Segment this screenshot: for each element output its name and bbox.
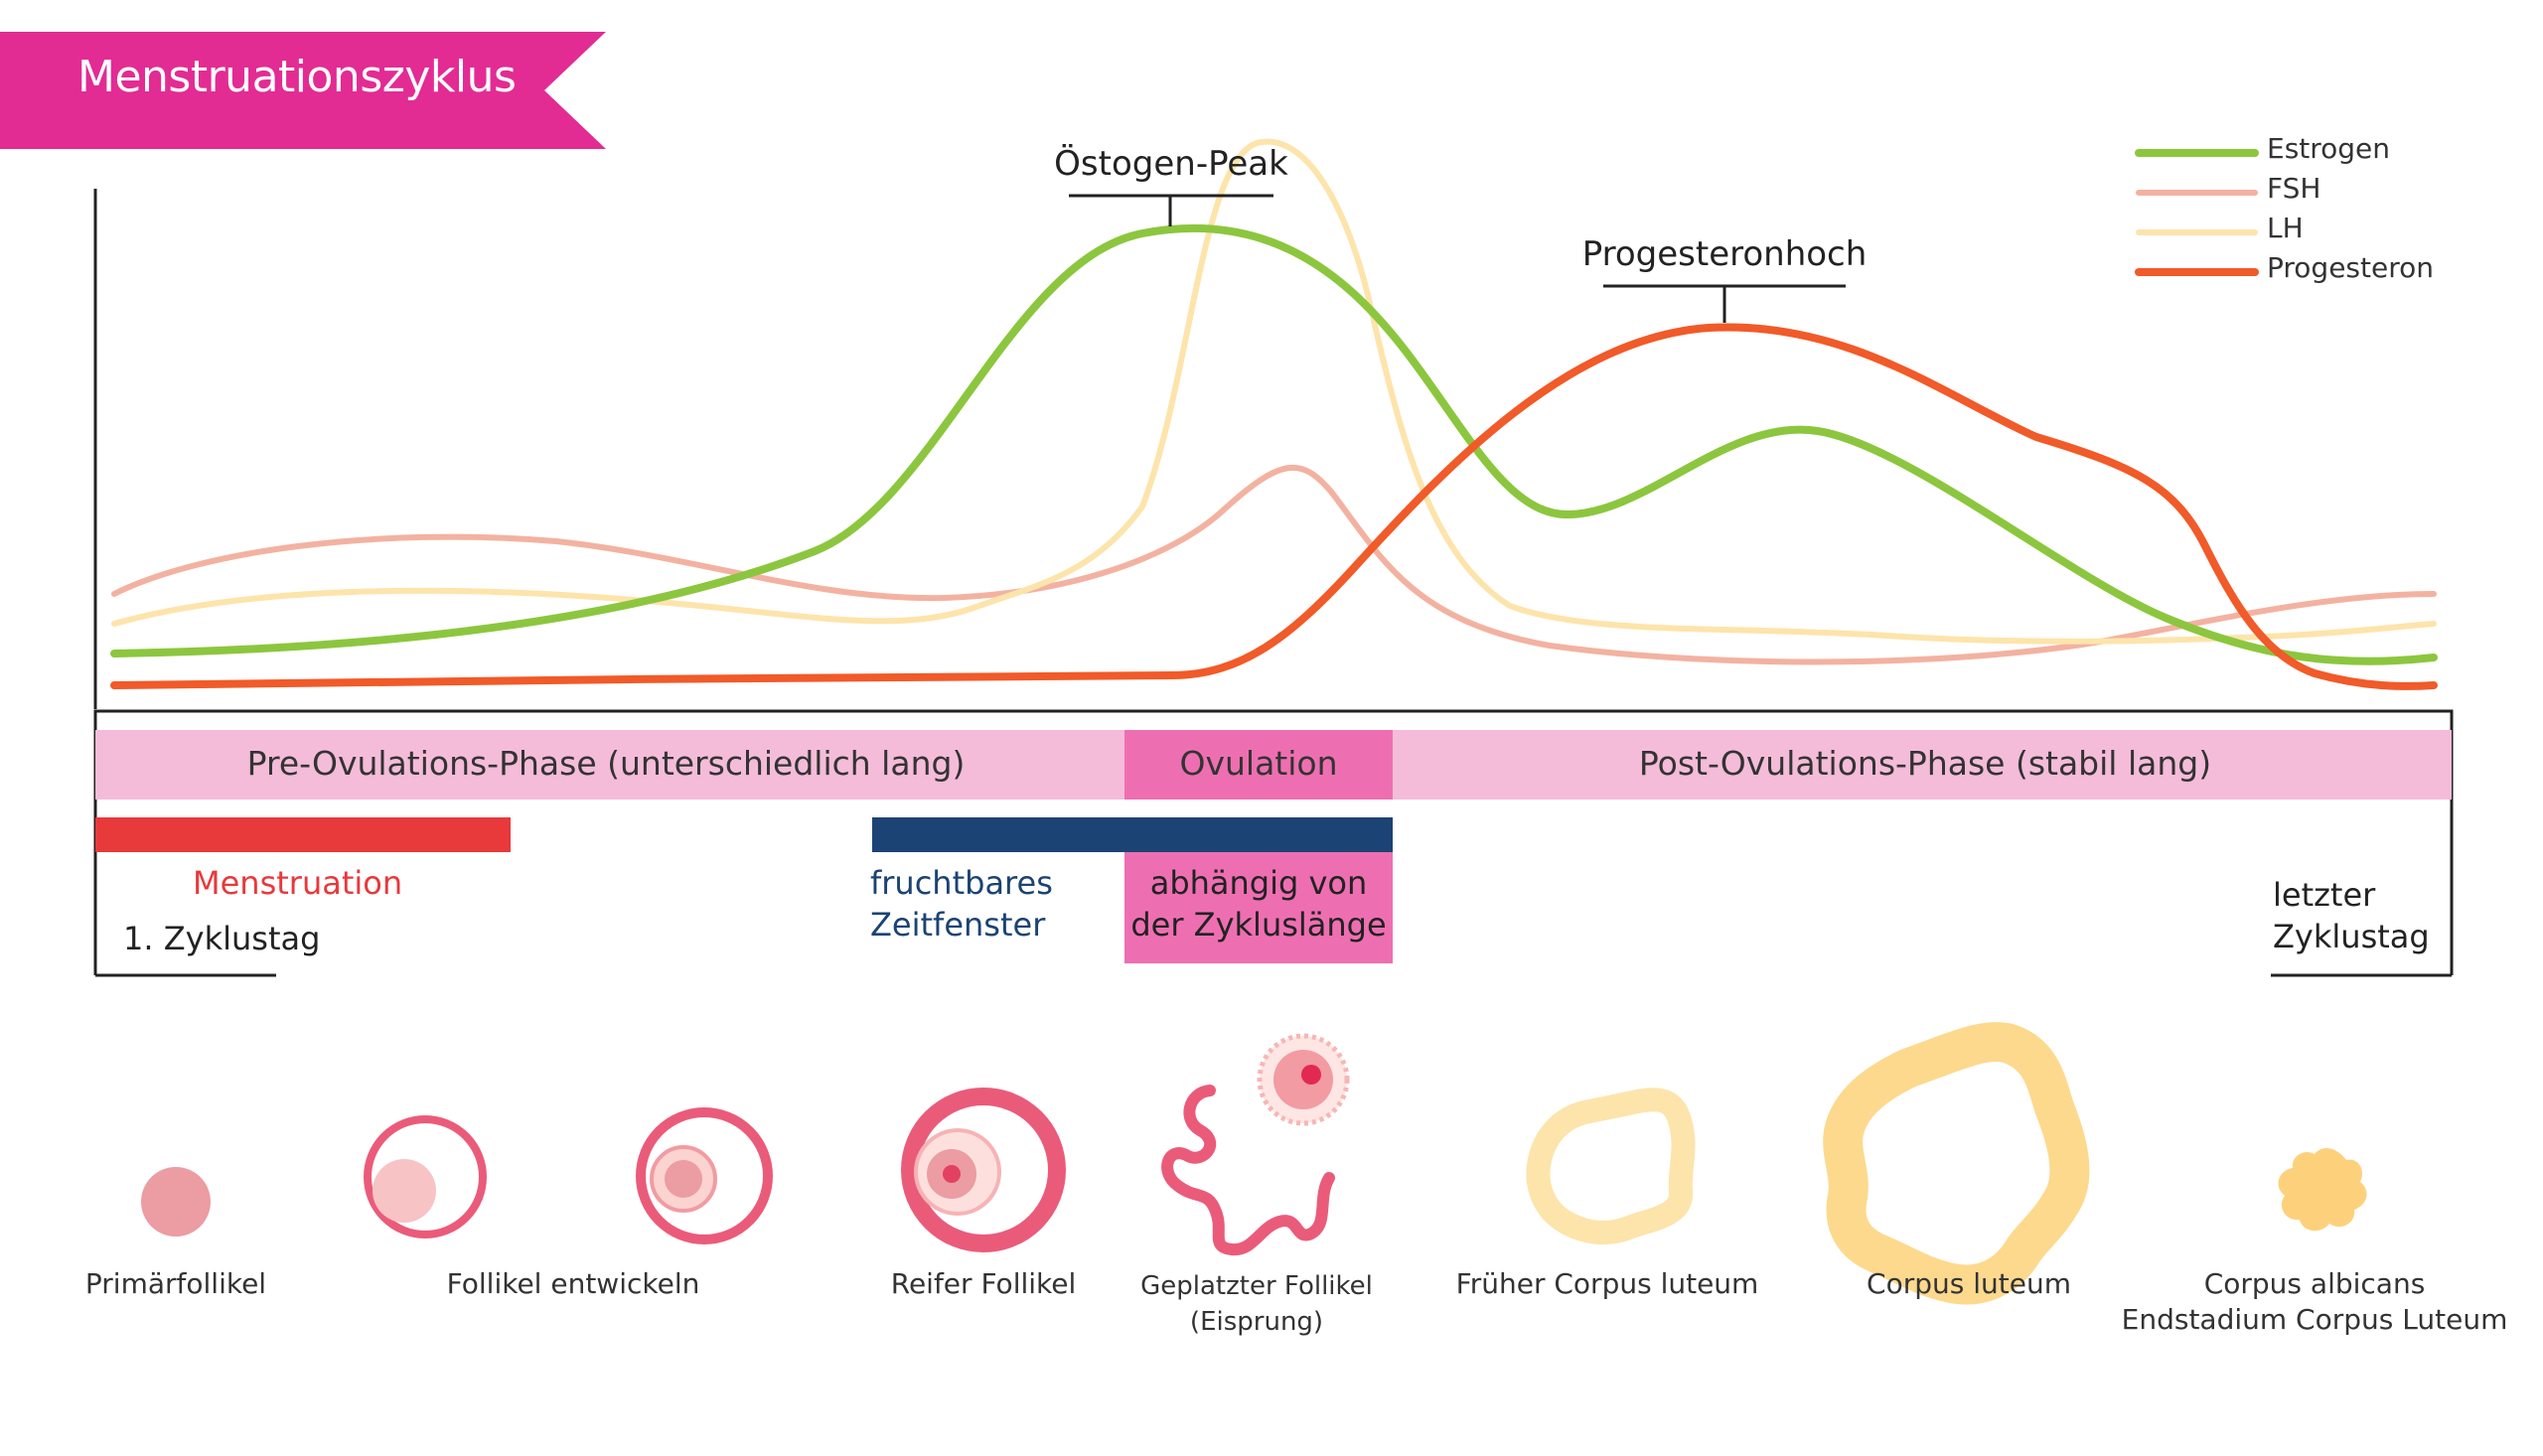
title-banner (0, 32, 606, 149)
legend-label-lh: LH (2267, 212, 2304, 244)
stage-caption-primary-follicle: Primärfollikel (84, 1267, 267, 1300)
pre-ovulation-phase-bar (95, 730, 1124, 800)
developing-follicle-icon (364, 1115, 487, 1238)
stage-caption-corpus-luteum: Corpus luteum (1867, 1267, 2071, 1300)
estrogen-curve (110, 223, 2438, 665)
last-day-label-line1: letzter (2273, 876, 2376, 914)
pre-ovulation-phase-label: Pre-Ovulations-Phase (unterschiedlich la… (246, 744, 966, 783)
ovulation-phase-label: Ovulation (1179, 744, 1338, 783)
progesteron-curve (110, 323, 2438, 690)
ovulation-bar (1124, 730, 1393, 800)
stage-caption-early-corpus-luteum: Früher Corpus luteum (1455, 1267, 1759, 1300)
post-ovulation-phase-bar (1393, 730, 2452, 800)
ruptured-follicle-icon (1161, 1033, 1350, 1256)
last-day-label-line2: Zyklustag (2273, 918, 2430, 955)
corpus-albicans-icon (2278, 1147, 2367, 1232)
fertile-window-label-line2: Zeitfenster (870, 906, 1046, 944)
page-title: Menstruationszyklus (77, 52, 517, 102)
legend-label-estrogen: Estrogen (2267, 132, 2391, 165)
first-day-label: 1. Zyklustag (123, 920, 321, 957)
ovulation-note-line1: abhängig von (1149, 864, 1368, 902)
developing-follicle-icon (636, 1107, 773, 1244)
stage-caption-mature-follicle: Reifer Follikel (890, 1267, 1077, 1300)
primary-follicle-icon (141, 1167, 211, 1237)
stage-caption-corpus-albicans-line2: Endstadium Corpus Luteum (2121, 1303, 2508, 1336)
estrogen-peak-label: Östogen-Peak (1054, 144, 1288, 184)
mature-follicle-icon (901, 1088, 1066, 1252)
menstruation-label: Menstruation (193, 864, 403, 902)
post-ovulation-phase-label: Post-Ovulations-Phase (stabil lang) (1638, 744, 2212, 783)
estrogen-peak-marker (1069, 194, 1273, 226)
lh-curve (111, 138, 2437, 645)
progesteron-peak-label: Progesteronhoch (1581, 234, 1868, 274)
early-corpus-luteum-icon (1526, 1088, 1696, 1245)
legend-label-fsh: FSH (2267, 172, 2321, 205)
fertile-window-label-line1: fruchtbares (870, 864, 1053, 902)
fsh-curve (111, 464, 2437, 665)
corpus-luteum-icon (1823, 1022, 2090, 1305)
ovulation-note-box (1124, 852, 1393, 963)
fertile-window-bar (872, 817, 1393, 852)
menstruation-bar (95, 817, 511, 852)
stage-caption-ruptured-follicle-line1: Geplatzter Follikel (1140, 1271, 1373, 1301)
stage-caption-developing-follicles: Follikel entwickeln (446, 1267, 700, 1300)
progesteron-peak-marker (1603, 284, 1846, 323)
stage-caption-corpus-albicans-line1: Corpus albicans (2203, 1267, 2426, 1300)
stage-caption-ruptured-follicle-line2: (Eisprung) (1189, 1307, 1324, 1337)
ovulation-note-line2: der Zykluslänge (1130, 906, 1387, 944)
legend-label-progesteron: Progesteron (2267, 251, 2434, 284)
